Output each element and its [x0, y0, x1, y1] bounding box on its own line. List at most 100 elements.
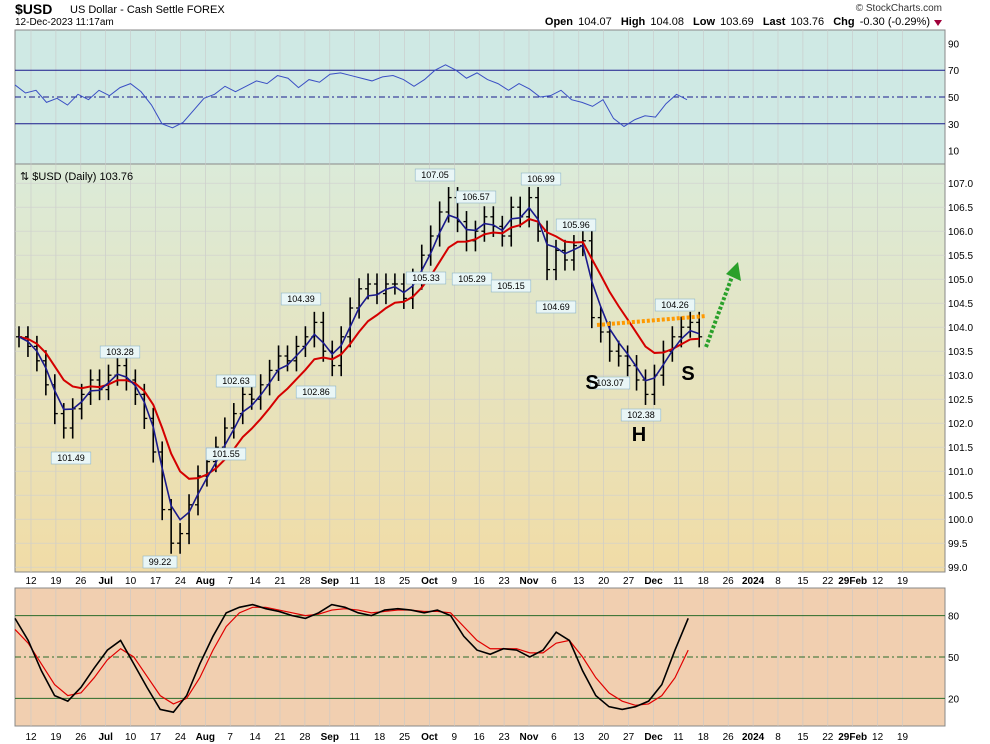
symbol-label: $USD	[15, 1, 53, 17]
x-tick-label: 23	[499, 576, 511, 587]
price-annotation-label: 104.26	[661, 300, 689, 310]
x-tick-label: 21	[274, 576, 286, 587]
x-tick-label: 9	[452, 576, 458, 587]
price-annotation-label: 105.29	[458, 274, 486, 284]
x-tick-label: 22	[822, 732, 834, 743]
price-annotation-label: 101.49	[57, 453, 85, 463]
price-annotation-box	[295, 385, 337, 399]
x-tick-label: Jul	[98, 576, 113, 587]
x-tick-label: 17	[150, 576, 162, 587]
x-tick-label: 6	[551, 732, 557, 743]
x-tick-label: 11	[350, 732, 361, 743]
open-label: Open	[544, 16, 574, 28]
price-tick-label: 105.5	[948, 251, 973, 262]
price-annotation-box	[50, 451, 92, 465]
fast-moving-average-line	[18, 206, 700, 521]
x-tick-label: Nov	[520, 732, 539, 743]
x-tick-label: 23	[499, 732, 511, 743]
price-annotation-label: 101.55	[212, 449, 240, 459]
x-tick-label: 18	[698, 576, 710, 587]
x-tick-label: 20	[598, 732, 610, 743]
x-tick-label: 9	[452, 732, 458, 743]
high-label: High	[620, 16, 646, 28]
x-tick-label: 11	[673, 732, 684, 743]
price-annotation-box	[280, 292, 322, 306]
x-tick-label: 12	[25, 732, 37, 743]
x-tick-label: 26	[75, 576, 87, 587]
x-tick-label: 13	[573, 732, 585, 743]
timestamp: 12-Dec-2023 11:17am	[15, 17, 114, 28]
x-tick-label: 27	[623, 576, 635, 587]
x-tick-label: 18	[698, 732, 710, 743]
x-tick-label: 16	[474, 732, 486, 743]
arrow-head-icon	[726, 262, 741, 281]
x-tick-label: 19	[50, 732, 62, 743]
price-annotation-label: 107.05	[421, 170, 449, 180]
x-tick-label: 15	[797, 732, 809, 743]
price-annotation-box	[654, 298, 696, 312]
price-annotation-box	[535, 300, 577, 314]
price-annotation-label: 106.57	[462, 192, 490, 202]
x-tick-label: 29Feb	[838, 576, 867, 587]
price-tick-label: 103.5	[948, 347, 973, 358]
x-tick-label: 12	[872, 576, 884, 587]
x-tick-label: 18	[374, 732, 386, 743]
price-tick-label: 102.0	[948, 419, 973, 430]
x-tick-label: 25	[399, 732, 411, 743]
x-tick-label: 6	[551, 576, 557, 587]
price-tick-label: 103.0	[948, 371, 973, 382]
stoch-fast-line	[14, 603, 689, 714]
chg-label: Chg	[833, 16, 855, 28]
x-tick-label: 20	[598, 576, 610, 587]
price-annotation-box	[589, 376, 631, 390]
x-tick-label: Oct	[421, 576, 438, 587]
x-tick-label: 28	[299, 576, 311, 587]
x-tick-label: 16	[474, 576, 486, 587]
x-tick-label: Aug	[196, 732, 215, 743]
price-annotation-box	[555, 218, 597, 232]
rsi-tick-label: 30	[948, 120, 960, 131]
x-tick-label: 7	[227, 576, 233, 587]
x-tick-label: 2024	[742, 732, 765, 743]
x-tick-label: 8	[775, 576, 781, 587]
price-annotation-box	[405, 271, 447, 285]
x-tick-label: 8	[775, 732, 781, 743]
x-tick-label: 24	[175, 576, 187, 587]
brand-watermark: © StockCharts.com	[855, 3, 942, 14]
x-tick-label: 19	[50, 576, 62, 587]
rsi-tick-label: 50	[948, 93, 960, 104]
price-annotation-box	[414, 168, 456, 182]
shoulder-left-label: S	[585, 372, 598, 394]
price-tick-label: 104.5	[948, 299, 973, 310]
low-value: 103.69	[720, 16, 754, 28]
x-tick-label: 17	[150, 732, 162, 743]
rsi-tick-label: 90	[948, 39, 960, 50]
price-annotation-label: 104.69	[542, 302, 570, 312]
price-annotation-box	[490, 279, 532, 293]
x-tick-label: 11	[673, 576, 684, 587]
price-tick-label: 107.0	[948, 179, 973, 190]
x-tick-label: 12	[25, 576, 37, 587]
symbol-description: US Dollar - Cash Settle FOREX	[70, 4, 225, 16]
last-label: Last	[762, 16, 786, 28]
x-tick-label: 19	[897, 576, 909, 587]
price-series-title: ⇅ $USD (Daily) 103.76	[20, 171, 133, 183]
x-tick-label: 26	[75, 732, 87, 743]
price-tick-label: 100.0	[948, 515, 973, 526]
low-label: Low	[693, 16, 716, 28]
x-tick-label: 11	[350, 576, 361, 587]
x-tick-label: Dec	[644, 732, 663, 743]
x-tick-label: Nov	[520, 576, 539, 587]
x-tick-label: 13	[573, 576, 585, 587]
x-tick-label: Dec	[644, 576, 663, 587]
x-tick-label: 29Feb	[838, 732, 867, 743]
x-tick-label: 10	[125, 732, 137, 743]
price-annotation-box	[142, 555, 178, 569]
price-tick-label: 101.0	[948, 467, 973, 478]
price-annotation-label: 103.07	[596, 378, 624, 388]
x-tick-label: 25	[399, 576, 411, 587]
x-tick-label: 24	[175, 732, 187, 743]
price-annotation-label: 102.38	[627, 410, 655, 420]
x-tick-label: Aug	[196, 576, 215, 587]
price-annotation-box	[451, 272, 493, 286]
